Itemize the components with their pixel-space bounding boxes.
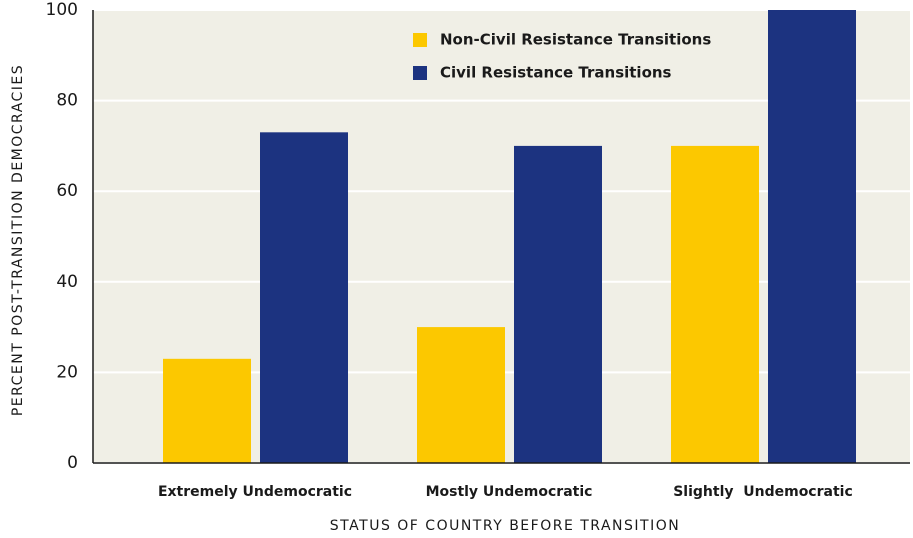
y-tick-label: 0 <box>67 453 78 473</box>
bar <box>260 132 348 463</box>
y-tick-label: 40 <box>56 272 78 292</box>
legend-label: Civil Resistance Transitions <box>440 64 672 82</box>
legend-label: Non-Civil Resistance Transitions <box>440 31 711 49</box>
bar <box>768 10 856 463</box>
y-tick-label: 100 <box>46 0 78 20</box>
x-tick-label: Mostly Undemocratic <box>426 484 593 500</box>
bar <box>671 145 759 463</box>
y-tick-label: 20 <box>56 362 78 382</box>
bar <box>163 358 251 463</box>
x-tick-label: Extremely Undemocratic <box>158 484 352 500</box>
y-tick-label: 80 <box>56 91 78 111</box>
bar <box>514 145 602 463</box>
x-axis-title: STATUS OF COUNTRY BEFORE TRANSITION <box>330 518 680 534</box>
bar <box>417 327 505 463</box>
legend-swatch <box>413 66 427 80</box>
y-axis-title: PERCENT POST-TRANSITION DEMOCRACIES <box>10 64 26 416</box>
legend-swatch <box>413 33 427 47</box>
x-tick-label: Slightly Undemocratic <box>673 484 853 500</box>
y-tick-label: 60 <box>56 181 78 201</box>
